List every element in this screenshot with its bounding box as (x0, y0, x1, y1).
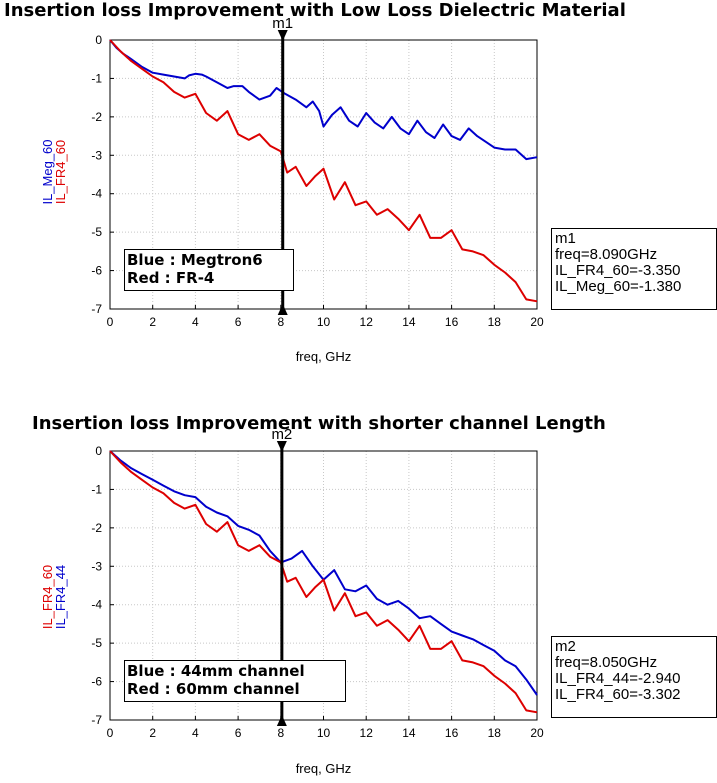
marker-readout-value-2: IL_Meg_60=-1.380 (555, 278, 682, 295)
y-tick-label: -3 (91, 559, 102, 573)
chart-title: Insertion loss Improvement with shorter … (32, 413, 606, 434)
y-axis-label: IL_FR4_44 (53, 565, 68, 629)
x-tick-label: 16 (445, 726, 459, 740)
x-axis-label: freq, GHz (296, 349, 352, 364)
marker-top-triangle-icon[interactable] (276, 441, 287, 452)
marker-readout-value-1: IL_FR4_44=-2.940 (555, 670, 681, 687)
x-tick-label: 4 (192, 315, 199, 329)
x-tick-label: 6 (235, 315, 242, 329)
y-tick-label: -3 (91, 148, 102, 162)
x-tick-label: 18 (488, 726, 502, 740)
marker-readout-value-2: IL_FR4_60=-3.302 (555, 686, 681, 703)
y-tick-label: -4 (91, 187, 102, 201)
marker-bottom-triangle-icon[interactable] (277, 304, 288, 315)
series-line-il-fr4-60 (109, 450, 538, 714)
x-tick-label: 18 (488, 315, 502, 329)
x-tick-label: 16 (445, 315, 459, 329)
legend-line-blue: Blue : Megtron6 (127, 251, 263, 269)
chart-title: Insertion loss Improvement with Low Loss… (4, 0, 626, 21)
marker-name: m1 (272, 15, 293, 32)
marker-readout[interactable]: m1 freq=8.090GHz IL_FR4_60=-3.350 IL_Meg… (551, 228, 717, 310)
y-tick-label: -6 (91, 675, 102, 689)
y-tick-label: -7 (91, 302, 102, 316)
x-tick-label: 12 (360, 315, 374, 329)
x-tick-label: 2 (149, 315, 156, 329)
marker-name: m2 (271, 426, 292, 443)
chart-panel-2: Insertion loss Improvement with shorter … (0, 410, 717, 783)
x-tick-label: 6 (235, 726, 242, 740)
y-tick-label: -6 (91, 264, 102, 278)
marker-top-triangle-icon[interactable] (277, 30, 288, 41)
marker-readout-value-1: IL_FR4_60=-3.350 (555, 262, 681, 279)
marker-bottom-triangle-icon[interactable] (276, 715, 287, 726)
series-line-il-fr4-60 (109, 39, 538, 303)
marker-readout-freq: freq=8.050GHz (555, 654, 658, 671)
marker-readout-name: m1 (555, 230, 576, 247)
chart-plot: 0 2 4 6 8 10 12 14 16 18 20 0 -1 -2 -3 -4 -5 -6 -7 freq, GH… (40, 15, 544, 364)
y-tick-label: -7 (91, 713, 102, 727)
y-axis-label: IL_FR4_60 (53, 140, 68, 204)
x-tick-label: 2 (149, 726, 156, 740)
legend-line-red: Red : 60mm channel (127, 680, 300, 698)
x-tick-label: 4 (192, 726, 199, 740)
chart-plot: 0 2 4 6 8 10 12 14 16 18 20 0 -1 -2 -3 -4 -5 -6 -7 freq, GH… (40, 426, 544, 776)
marker-readout[interactable]: m2 freq=8.050GHz IL_FR4_44=-2.940 IL_FR4… (551, 636, 717, 718)
y-tick-label: -1 (91, 482, 102, 496)
y-tick-label: -2 (91, 521, 102, 535)
series-line-il-meg-60 (109, 39, 538, 161)
x-tick-label: 10 (317, 726, 331, 740)
x-axis-label: freq, GHz (296, 761, 352, 776)
x-tick-label: 14 (402, 726, 416, 740)
y-axis-label: IL_FR4_60 (40, 565, 55, 629)
y-axis-label: IL_Meg_60 (40, 139, 55, 204)
chart-panel-1: Insertion loss Improvement with Low Loss… (0, 0, 717, 380)
y-tick-label: 0 (95, 33, 102, 47)
y-tick-label: 0 (95, 444, 102, 458)
legend-line-red: Red : FR-4 (127, 269, 215, 287)
x-tick-label: 20 (530, 315, 544, 329)
x-tick-label: 8 (277, 315, 284, 329)
marker-readout-freq: freq=8.090GHz (555, 246, 658, 263)
x-tick-label: 20 (530, 726, 544, 740)
y-tick-label: -1 (91, 71, 102, 85)
x-tick-label: 14 (402, 315, 416, 329)
y-tick-label: -5 (91, 636, 102, 650)
x-tick-label: 0 (107, 726, 114, 740)
legend-box: Blue : 44mm channel Red : 60mm channel (124, 660, 346, 702)
y-tick-label: -4 (91, 598, 102, 612)
x-tick-label: 12 (360, 726, 374, 740)
x-tick-label: 8 (277, 726, 284, 740)
legend-line-blue: Blue : 44mm channel (127, 662, 305, 680)
marker-readout-name: m2 (555, 638, 576, 655)
x-tick-label: 0 (107, 315, 114, 329)
legend-box: Blue : Megtron6 Red : FR-4 (124, 249, 294, 291)
x-tick-label: 10 (317, 315, 331, 329)
y-tick-label: -5 (91, 225, 102, 239)
y-tick-label: -2 (91, 110, 102, 124)
